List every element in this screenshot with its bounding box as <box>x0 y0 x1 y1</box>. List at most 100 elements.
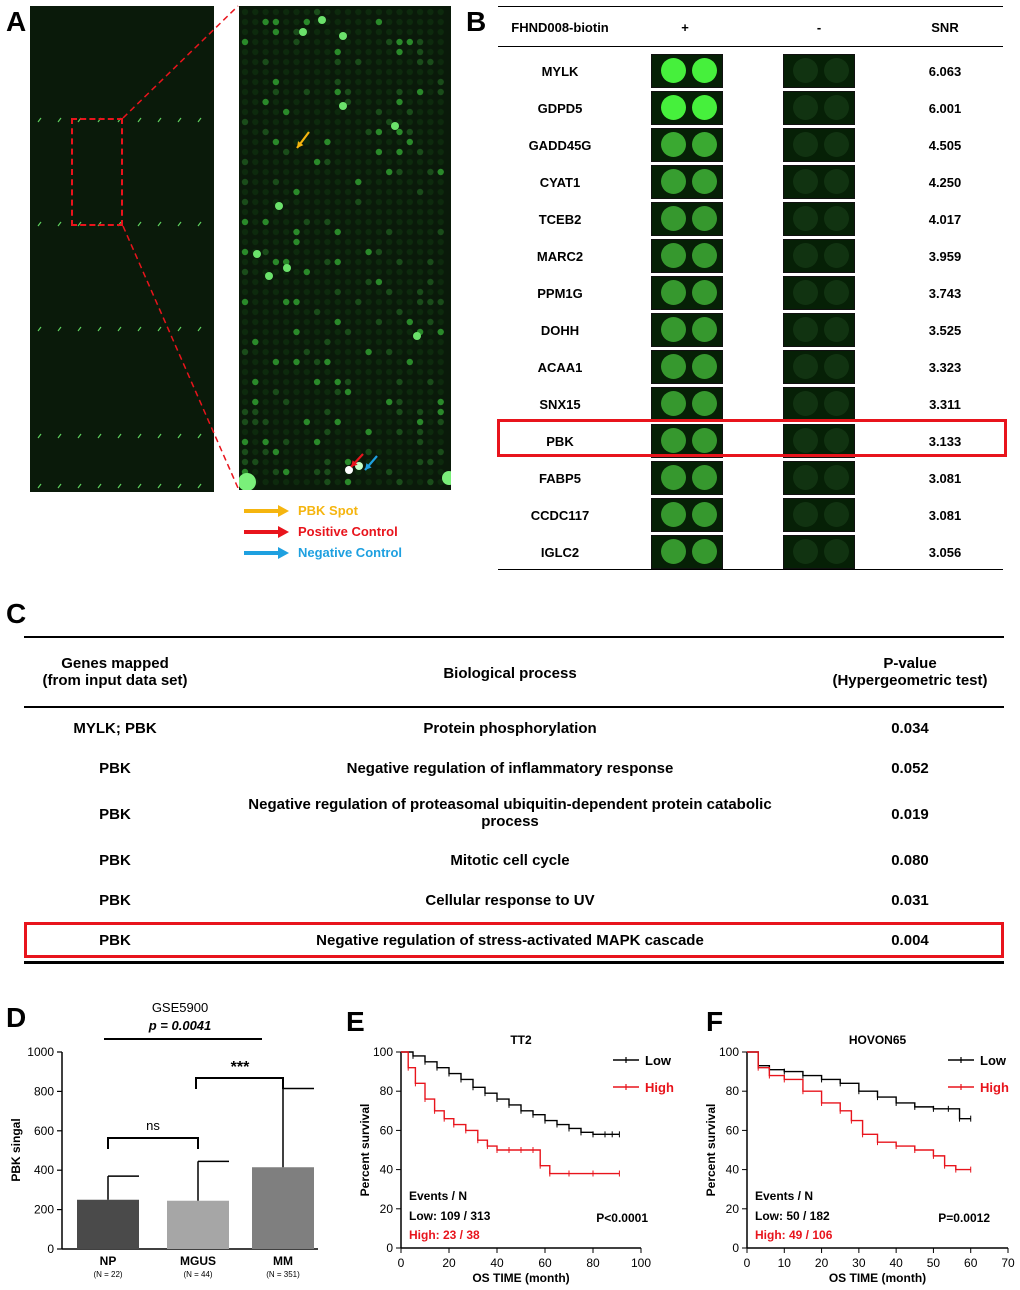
array-spot <box>283 428 290 436</box>
array-spot <box>375 208 383 216</box>
y-tick-label: 0 <box>732 1241 739 1255</box>
array-spot <box>427 458 434 466</box>
array-spot <box>324 248 331 256</box>
array-spot <box>344 428 352 436</box>
array-spot <box>437 438 444 446</box>
array-spot <box>427 378 434 386</box>
array-spot <box>386 78 393 86</box>
array-spot <box>303 308 310 316</box>
array-spot <box>427 448 434 456</box>
array-spot <box>375 298 383 306</box>
array-spot <box>416 298 424 306</box>
array-spot <box>416 208 424 216</box>
spot <box>692 391 717 416</box>
array-spot <box>355 128 362 136</box>
array-spot <box>375 278 383 286</box>
array-spot <box>283 228 290 236</box>
array-spot <box>355 328 362 336</box>
array-spot <box>386 118 393 126</box>
array-spot <box>386 228 393 236</box>
array-spot <box>427 308 434 316</box>
n-label: (N = 351) <box>266 1270 300 1279</box>
array-spot <box>324 128 331 136</box>
array-spot <box>406 278 413 286</box>
positive-probe-spots <box>651 165 723 199</box>
array-spot <box>293 478 300 486</box>
array-mark <box>77 483 82 489</box>
array-spot <box>416 248 424 256</box>
spot <box>824 58 849 83</box>
array-spot <box>427 58 434 66</box>
array-spot <box>386 198 393 206</box>
spot <box>661 132 686 157</box>
positive-control-spot <box>345 466 353 474</box>
array-spot <box>252 278 259 286</box>
panel-a-label: A <box>6 6 27 37</box>
array-spot <box>303 418 310 426</box>
array-spot <box>437 428 444 436</box>
array-spot <box>406 208 413 216</box>
array-spot <box>293 378 300 386</box>
array-spot <box>262 178 269 186</box>
array-spot <box>293 368 300 376</box>
panel-f-label: F <box>706 1006 724 1037</box>
positive-control-arrow-head <box>351 460 358 467</box>
array-spot <box>262 188 269 196</box>
array-mark <box>37 117 42 123</box>
spot <box>793 58 818 83</box>
array-spot <box>355 108 362 116</box>
array-spot <box>344 328 352 336</box>
array-spot <box>272 208 280 216</box>
array-mark <box>57 483 62 489</box>
array-spot <box>344 198 352 206</box>
array-spot <box>386 58 393 66</box>
array-spot <box>406 158 413 166</box>
array-spot <box>406 58 413 66</box>
panel-c-label: C <box>6 598 27 629</box>
array-spot <box>355 188 362 196</box>
array-spot <box>324 338 331 346</box>
y-axis-label: PBK singal <box>9 1118 23 1181</box>
gene-name: MARC2 <box>536 249 584 264</box>
x-tick-label: 20 <box>442 1256 456 1270</box>
array-spot <box>386 288 393 296</box>
array-spot <box>303 238 310 246</box>
biological-process: Cellular response to UV <box>210 892 810 909</box>
array-spot <box>252 378 259 386</box>
array-spot <box>283 368 290 376</box>
array-mark <box>37 433 42 439</box>
array-spot <box>396 88 403 96</box>
array-spot <box>334 478 341 486</box>
c-header-process: Biological process <box>443 665 577 682</box>
positive-probe-spots <box>651 350 723 384</box>
array-spot <box>437 178 444 186</box>
array-spot <box>252 28 259 36</box>
array-spot <box>334 388 341 396</box>
array-spot <box>313 368 321 376</box>
array-spot <box>437 78 444 86</box>
array-spot <box>365 8 372 16</box>
spot <box>824 317 849 342</box>
array-spot <box>324 298 331 306</box>
array-spot <box>375 188 383 196</box>
array-spot <box>344 378 352 386</box>
array-spot <box>355 38 362 46</box>
pbk-highlight-box <box>497 419 1007 457</box>
array-spot <box>324 278 331 286</box>
array-spot <box>344 268 352 276</box>
array-spot <box>416 368 424 376</box>
array-spot <box>416 108 424 116</box>
spot <box>793 206 818 231</box>
array-spot <box>272 388 280 396</box>
array-spot <box>272 468 280 476</box>
array-mark <box>137 483 142 489</box>
array-spot <box>313 148 321 156</box>
table-bottom-rule <box>498 569 1003 570</box>
array-spot <box>396 298 403 306</box>
array-spot <box>324 438 331 446</box>
array-spot <box>324 158 331 166</box>
array-spot <box>334 28 341 36</box>
array-spot <box>355 368 362 376</box>
array-spot <box>375 218 383 226</box>
pbk-spot-arrow-head <box>297 141 304 148</box>
